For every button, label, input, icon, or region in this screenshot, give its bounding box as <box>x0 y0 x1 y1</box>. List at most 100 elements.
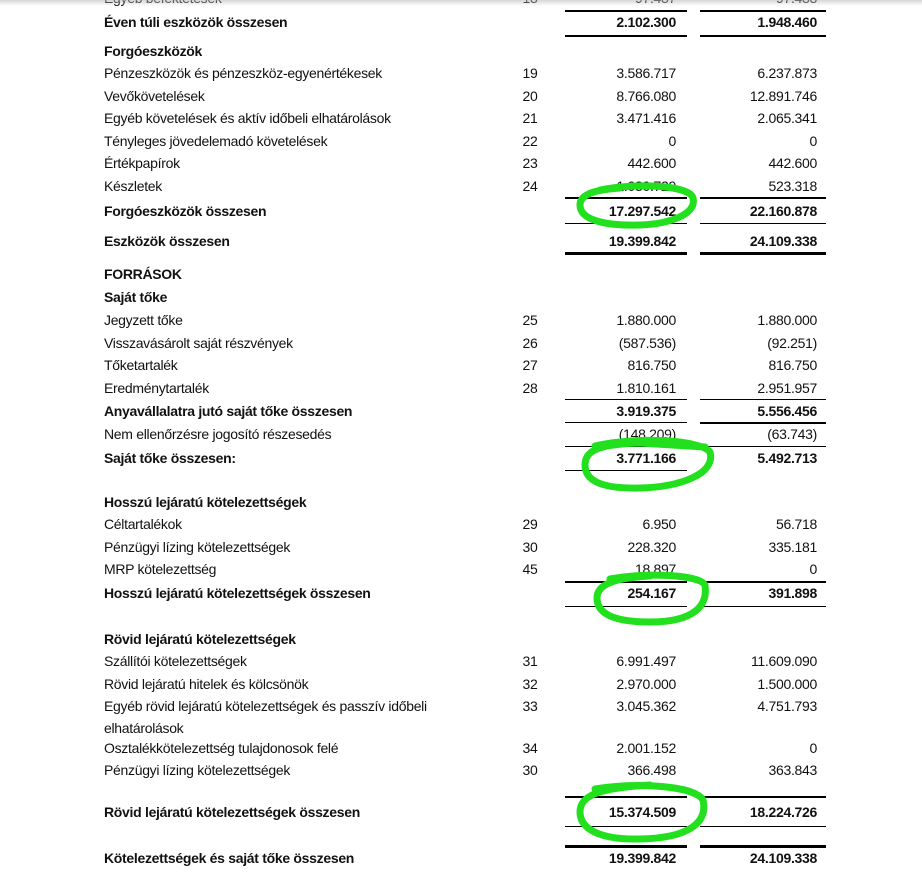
row-label: Jegyzett tőke <box>104 312 183 328</box>
row-value-prior: 442.600 <box>768 155 817 171</box>
row-label: Rövid lejáratú hitelek és kölcsönök <box>104 676 309 692</box>
row-value-prior: 5.492.713 <box>757 450 817 466</box>
row-value-prior: (92.251) <box>767 335 817 351</box>
row-note: 27 <box>522 357 538 373</box>
row-value-current: 2.970.000 <box>616 676 676 692</box>
row-label: Eredménytartalék <box>104 380 209 396</box>
total-rule-line <box>700 581 826 583</box>
row-value-current: 3.919.375 <box>616 403 676 419</box>
row-value-current: 442.600 <box>627 155 676 171</box>
section-heading: Saját tőke <box>0 286 922 308</box>
row-value-prior: 12.891.746 <box>749 88 817 104</box>
section-heading: FORRÁSOK <box>0 263 922 285</box>
page-top-shadow <box>0 0 922 6</box>
row-value-prior: 2.065.341 <box>757 110 817 126</box>
table-row: Forgóeszközök összesen 17.297.542 22.160.8… <box>0 200 922 222</box>
table-row: Pénzügyi lízing kötelezettségek 30 366.498… <box>0 759 922 781</box>
total-rule-line <box>565 399 687 400</box>
row-label: Osztalékkötelezettség tulajdonosok felé <box>104 740 339 756</box>
row-value-prior: 335.181 <box>768 539 817 555</box>
row-label: Vevőkövetelések <box>104 88 205 104</box>
total-rule-line <box>700 223 826 224</box>
table-row: Éven túli eszközök összesen 2.102.300 1.94… <box>0 11 922 33</box>
total-rule-line <box>700 446 826 447</box>
row-value-prior: 18.224.726 <box>749 804 817 820</box>
row-value-current: 17.297.542 <box>608 203 676 219</box>
row-label: Saját tőke <box>104 289 168 305</box>
row-value-prior: 6.237.873 <box>757 65 817 81</box>
total-rule-line <box>700 845 826 848</box>
row-note: 31 <box>522 653 538 669</box>
table-row: Értékpapírok 23 442.600 442.600 <box>0 152 922 174</box>
table-row: Nem ellenőrzésre jogosító részesedés (148… <box>0 423 922 445</box>
row-value-current: 228.320 <box>627 539 676 555</box>
row-value-current: 2.001.152 <box>616 740 676 756</box>
row-note: 26 <box>522 335 538 351</box>
total-rule-line <box>565 826 687 827</box>
row-value-current: 3.586.717 <box>616 65 676 81</box>
table-row: Pénzügyi lízing kötelezettségek 30 228.320… <box>0 536 922 558</box>
table-row: Rövid lejáratú kötelezettségek összesen 1… <box>0 801 922 823</box>
total-rule-line <box>565 35 687 37</box>
row-note: 19 <box>522 65 538 81</box>
row-label: Forgóeszközök összesen <box>104 203 267 219</box>
total-rule-line <box>565 796 687 798</box>
row-value-prior: 363.843 <box>768 762 817 778</box>
table-row: Anyavállalatra jutó saját tőke összesen 3… <box>0 400 922 422</box>
row-label: MRP kötelezettség <box>104 561 217 577</box>
row-value-current: 3.771.166 <box>616 450 676 466</box>
row-label: Céltartalékok <box>104 516 182 532</box>
row-label-continued: elhatárolások <box>104 720 184 736</box>
total-rule-line <box>700 10 826 12</box>
row-value-current: (587.536) <box>618 335 677 351</box>
row-label: Egyéb rövid lejáratú kötelezettségek és … <box>104 698 427 714</box>
total-rule-line <box>700 826 826 827</box>
table-row: Saját tőke összesen: 3.771.166 5.492.713 <box>0 447 922 469</box>
row-note: 28 <box>522 380 538 396</box>
section-heading: Hosszú lejáratú kötelezettségek <box>0 491 922 513</box>
row-value-current: 8.766.080 <box>616 88 676 104</box>
row-note: 24 <box>522 178 538 194</box>
row-note: 25 <box>522 312 538 328</box>
row-label: Készletek <box>104 178 162 194</box>
row-label: Hosszú lejáratú kötelezettségek összesen <box>104 585 371 601</box>
row-value-current: 15.374.509 <box>608 804 676 820</box>
row-label: Kötelezettségek és saját tőke összesen <box>104 850 355 866</box>
row-value-prior: 5.556.456 <box>757 403 817 419</box>
total-rule-line <box>565 581 687 583</box>
table-row: Tényleges jövedelemadó követelések 22 0 0 <box>0 130 922 152</box>
row-label: Eszközök összesen <box>104 233 230 249</box>
total-rule-line <box>565 470 687 471</box>
table-row: Szállítói kötelezettségek 31 6.991.497 11.6… <box>0 650 922 672</box>
row-value-current: 366.498 <box>627 762 676 778</box>
table-row: Céltartalékok 29 6.950 56.718 <box>0 513 922 535</box>
row-note: 33 <box>522 698 538 714</box>
total-rule-line <box>700 796 826 798</box>
table-row: MRP kötelezettség 45 18.897 0 <box>0 558 922 580</box>
row-value-current: 3.471.416 <box>616 110 676 126</box>
row-note: 30 <box>522 539 538 555</box>
row-value-current: 3.045.362 <box>616 698 676 714</box>
row-label: Szállítói kötelezettségek <box>104 653 247 669</box>
table-row: Készletek 24 1.030.729 523.318 <box>0 175 922 197</box>
table-row: Eredménytartalék 28 1.810.161 2.951.957 <box>0 377 922 399</box>
row-value-prior: 1.948.460 <box>757 14 817 30</box>
table-row: Tőketartalék 27 816.750 816.750 <box>0 354 922 376</box>
row-value-current: 816.750 <box>627 357 676 373</box>
row-label: Saját tőke összesen: <box>104 450 236 466</box>
row-value-current: (148.209) <box>618 426 677 442</box>
row-label: Rövid lejáratú kötelezettségek <box>104 631 296 647</box>
row-value-current: 2.102.300 <box>616 14 676 30</box>
row-value-current: 1.030.729 <box>616 178 676 194</box>
total-rule-line <box>565 845 687 848</box>
row-label: Értékpapírok <box>104 155 180 171</box>
section-heading: Forgóeszközök <box>0 40 922 62</box>
row-label: Tőketartalék <box>104 357 178 373</box>
row-note: 32 <box>522 676 538 692</box>
row-label: Pénzügyi lízing kötelezettségek <box>104 762 291 778</box>
total-rule-line <box>700 252 826 255</box>
row-value-prior: (63.743) <box>767 426 817 442</box>
row-note: 23 <box>522 155 538 171</box>
row-label: Pénzeszközök és pénzeszköz-egyenértékese… <box>104 65 382 81</box>
table-row: Kötelezettségek és saját tőke összesen 19… <box>0 847 922 869</box>
